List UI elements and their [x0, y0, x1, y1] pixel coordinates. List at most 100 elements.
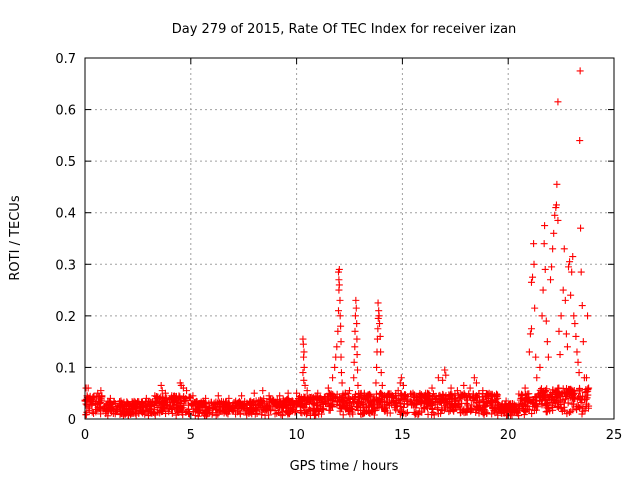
data-point: [559, 286, 567, 294]
data-point: [521, 384, 529, 392]
data-point: [538, 312, 546, 320]
data-point: [577, 224, 585, 232]
data-point: [351, 327, 359, 335]
data-point: [138, 408, 146, 416]
data-point: [571, 320, 579, 328]
data-point: [107, 404, 115, 412]
data-point: [303, 387, 311, 395]
data-point: [283, 395, 291, 403]
y-axis-label: ROTI / TECUs: [8, 195, 23, 280]
data-point: [411, 410, 419, 418]
data-point: [425, 390, 433, 398]
data-point: [561, 296, 569, 304]
data-point: [522, 391, 530, 399]
data-point: [430, 411, 438, 419]
data-point: [579, 405, 587, 413]
data-point: [458, 392, 466, 400]
data-point: [315, 410, 323, 418]
data-point: [285, 404, 293, 412]
data-point: [365, 409, 373, 417]
data-point: [300, 363, 308, 371]
data-point: [567, 291, 575, 299]
data-points: [81, 67, 593, 420]
data-point: [352, 296, 360, 304]
data-point: [533, 374, 541, 382]
data-point: [185, 393, 193, 401]
data-point: [82, 400, 90, 408]
data-point: [329, 374, 337, 382]
data-point: [566, 258, 574, 266]
data-point: [90, 395, 98, 403]
data-point: [498, 401, 506, 409]
data-point: [481, 408, 489, 416]
data-point: [434, 374, 442, 382]
data-point: [557, 404, 565, 412]
data-point: [310, 401, 318, 409]
data-point: [336, 296, 344, 304]
data-point: [441, 366, 449, 374]
data-point: [565, 388, 573, 396]
data-point: [307, 407, 315, 415]
data-point: [389, 393, 397, 401]
data-point: [555, 327, 563, 335]
data-point: [492, 396, 500, 404]
data-point: [110, 397, 118, 405]
data-point: [573, 348, 581, 356]
data-point: [375, 312, 383, 320]
data-point: [540, 387, 548, 395]
data-point: [319, 404, 327, 412]
data-point: [399, 381, 407, 389]
data-point: [238, 392, 246, 400]
data-point: [183, 387, 191, 395]
data-point: [398, 396, 406, 404]
data-point: [338, 396, 346, 404]
data-point: [517, 400, 525, 408]
data-point: [536, 363, 544, 371]
data-point: [504, 405, 512, 413]
data-point: [542, 317, 550, 325]
data-point: [443, 399, 451, 407]
data-point: [468, 406, 476, 414]
data-point: [293, 389, 301, 397]
data-point: [336, 404, 344, 412]
data-point: [460, 406, 468, 414]
data-point: [576, 395, 584, 403]
plot-frame: [84, 57, 615, 420]
y-tick-label: 0.3: [55, 258, 76, 273]
data-point: [576, 137, 584, 145]
data-point: [384, 392, 392, 400]
data-point: [576, 385, 584, 393]
data-point: [378, 381, 386, 389]
data-point: [462, 399, 470, 407]
data-point: [165, 408, 173, 416]
data-point: [191, 405, 199, 413]
data-point: [540, 240, 548, 248]
data-point: [472, 379, 480, 387]
data-point: [484, 399, 492, 407]
data-point: [488, 390, 496, 398]
data-point: [373, 404, 381, 412]
data-point: [517, 394, 525, 402]
data-point: [529, 273, 537, 281]
data-point: [175, 394, 183, 402]
data-point: [333, 343, 341, 351]
data-point: [479, 387, 487, 395]
data-point: [485, 394, 493, 402]
data-point: [337, 322, 345, 330]
data-point: [350, 374, 358, 382]
data-point: [225, 394, 233, 402]
data-point: [365, 399, 373, 407]
data-point: [374, 299, 382, 307]
y-tick-label: 0.4: [55, 207, 76, 222]
data-point: [582, 395, 590, 403]
data-point: [116, 401, 124, 409]
data-point: [414, 410, 422, 418]
data-point: [331, 363, 339, 371]
data-point: [129, 399, 137, 407]
data-point: [541, 265, 549, 273]
data-point: [130, 400, 138, 408]
data-point: [494, 394, 502, 402]
data-point: [218, 408, 226, 416]
data-point: [453, 387, 461, 395]
data-point: [341, 389, 349, 397]
